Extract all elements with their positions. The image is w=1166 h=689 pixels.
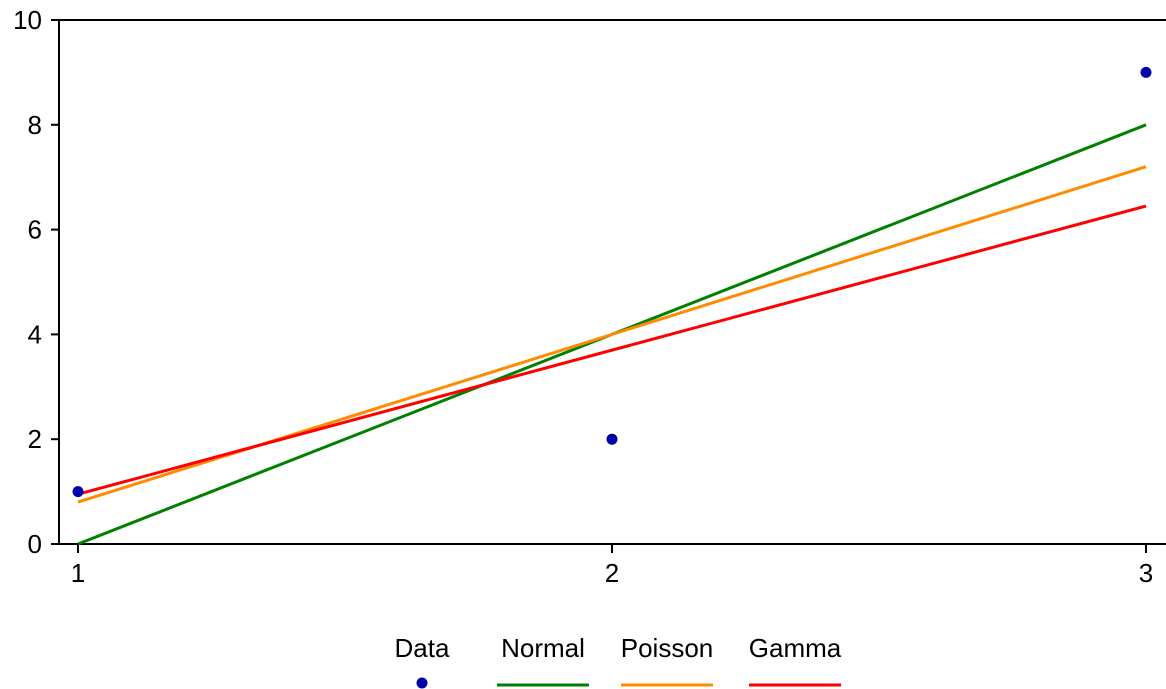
x-tick-label: 2	[605, 558, 619, 588]
data-points	[72, 66, 1152, 498]
fitted-lines	[77, 123, 1147, 546]
legend-label-poisson: Poisson	[621, 633, 714, 663]
y-tick-label: 8	[28, 110, 42, 140]
x-tick-label: 3	[1139, 558, 1153, 588]
legend-marker-data	[416, 677, 428, 689]
data-point	[1140, 66, 1152, 78]
legend-label-normal: Normal	[501, 633, 585, 663]
legend-label-gamma: Gamma	[749, 633, 842, 663]
plot-frame	[58, 19, 1166, 545]
legend-label-data: Data	[395, 633, 450, 663]
series-line-gamma	[77, 204, 1147, 496]
y-tick-label: 6	[28, 215, 42, 245]
y-tick-label: 2	[28, 424, 42, 454]
y-axis-ticks: 0 2 4 6 8 10	[13, 5, 59, 559]
y-tick-label: 0	[28, 529, 42, 559]
data-point	[72, 486, 84, 498]
data-point	[606, 433, 618, 445]
legend: Data Normal Poisson Gamma	[395, 633, 842, 689]
x-tick-label: 1	[71, 558, 85, 588]
x-axis-ticks: 1 2 3	[71, 544, 1153, 588]
y-tick-label: 10	[13, 5, 42, 35]
y-tick-label: 4	[28, 319, 42, 349]
